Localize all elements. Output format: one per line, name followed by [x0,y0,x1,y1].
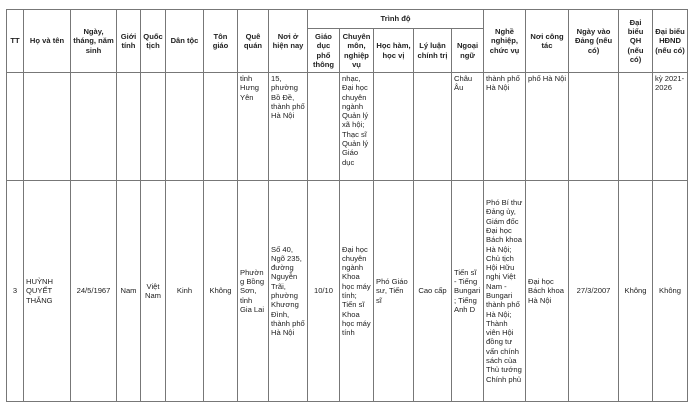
header-workplace: Nơi công tác [525,9,570,73]
header-ethnicity: Dân tộc [165,9,204,73]
cell-degree: Phó Giáo sư, Tiến sĩ [373,180,414,402]
cell-religion: Không [203,180,238,402]
header-specialty: Chuyên môn, nghiệp vụ [339,28,374,73]
header-nationality: Quốc tịch [140,9,166,73]
header-council-delegate: Đại biểu HĐND (nếu có) [652,9,688,73]
cell-political: Cao cấp [413,180,452,402]
cell-na-delegate [618,72,654,181]
cell-ethnicity: Kinh [165,180,204,402]
cell-tt: 3 [6,180,24,402]
cell-workplace: phố Hà Nội [525,72,570,181]
header-general: Giáo dục phổ thông [307,28,340,73]
cell-specialty: Đại học chuyên ngành Khoa học máy tính; … [339,180,374,402]
cell-religion [203,72,238,181]
cell-occupation: thành phố Hà Nội [483,72,527,181]
cell-council-delegate: kỳ 2021-2026 [652,72,688,181]
cell-language: Tiến sĩ - Tiếng Bungari; Tiếng Anh D [450,180,485,402]
header-education: Trình độ [306,9,485,29]
cell-nationality [140,72,166,181]
table-row: 3 HUỲNH QUYẾT THẮNG 24/5/1967 Nam Việt N… [6,180,688,402]
header-gender: Giới tính [116,9,141,73]
header-language: Ngoại ngữ [450,28,485,73]
cell-na-delegate: Không [618,180,654,402]
header-political: Lý luận chính trị [413,28,452,73]
cell-general [307,72,340,181]
cell-residence: Số 40, Ngõ 235, đường Nguyễn Trãi, phườn… [268,180,308,402]
cell-hometown: tỉnh Hưng Yên [237,72,269,181]
header-occupation: Nghề nghiệp, chức vụ [483,9,527,73]
cell-council-delegate: Không [652,180,688,402]
header-residence: Nơi ở hiện nay [268,9,308,73]
header-name: Họ và tên [23,9,71,73]
cell-residence: 15, phường Bồ Đề, thành phố Hà Nội [268,72,308,181]
cell-dob: 24/5/1967 [70,180,117,402]
cell-gender: Nam [116,180,141,402]
header-hometown: Quê quán [237,9,269,73]
cell-degree [373,72,414,181]
table-row: tỉnh Hưng Yên 15, phường Bồ Đề, thành ph… [6,72,688,181]
cell-tt [6,72,24,181]
header-party: Ngày vào Đảng (nếu có) [568,9,620,73]
header-na-delegate: Đại biểu QH (nếu có) [618,9,654,73]
cell-political [413,72,452,181]
cell-name [23,72,71,181]
cell-nationality: Việt Nam [140,180,166,402]
cell-ethnicity [165,72,204,181]
cell-name: HUỲNH QUYẾT THẮNG [23,180,71,402]
cell-general: 10/10 [307,180,340,402]
cell-language: Châu Âu [450,72,485,181]
cell-party [568,72,620,181]
cell-occupation: Phó Bí thư Đảng ủy, Giám đốc Đại học Bác… [483,180,527,402]
cell-gender [116,72,141,181]
header-religion: Tôn giáo [203,9,238,73]
candidate-table: TT Họ và tên Ngày, tháng, năm sinh Giới … [6,9,688,402]
cell-hometown: Phường Bồng Sơn, tỉnh Gia Lai [237,180,269,402]
cell-dob [70,72,117,181]
cell-workplace: Đại học Bách khoa Hà Nội [525,180,570,402]
header-dob: Ngày, tháng, năm sinh [70,9,117,73]
header-tt: TT [6,9,24,73]
cell-specialty: nhạc, Đại học chuyên ngành Quản lý xã hộ… [339,72,374,181]
header-degree: Học hàm, học vị [373,28,414,73]
cell-party: 27/3/2007 [568,180,620,402]
